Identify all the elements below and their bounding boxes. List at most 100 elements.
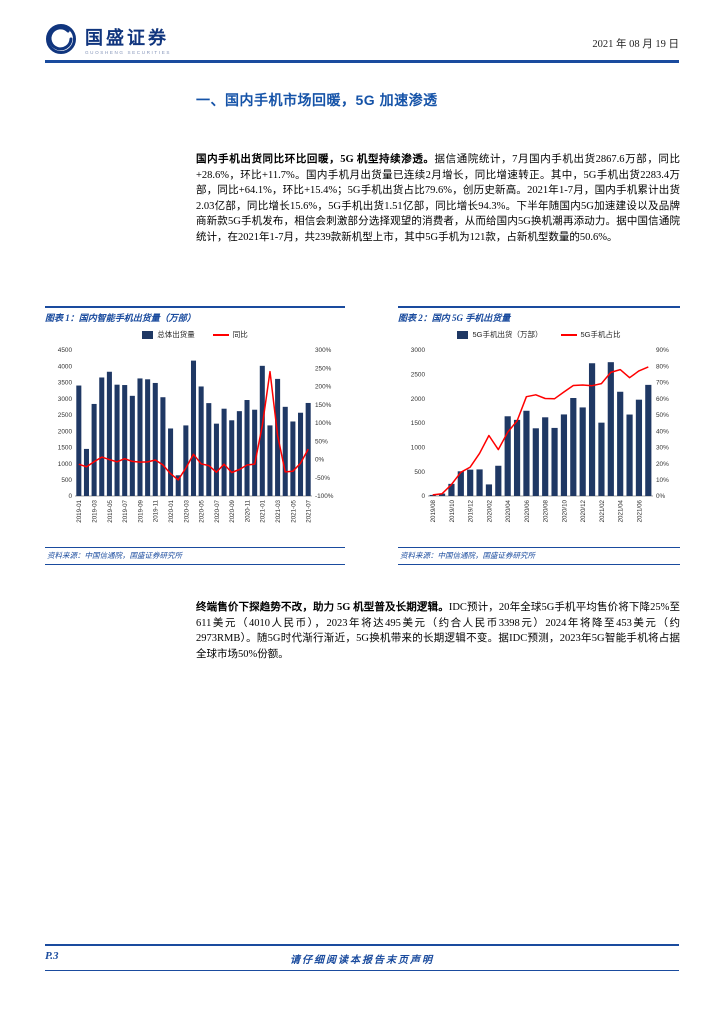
figure-1-source: 资料来源：中国信通院，国盛证券研究所: [47, 551, 182, 560]
figure-1-legend-line-label: 同比: [232, 330, 248, 339]
svg-text:2019/12: 2019/12: [468, 499, 475, 522]
paragraph-2-body: IDC预计，20年全球5G手机平均售价将下降25%至611美元（4010人民币）…: [196, 602, 680, 660]
section-title: 一、国内手机市场回暖，5G 加速渗透: [196, 92, 438, 108]
paragraph-1-lead: 国内手机出货同比环比回暖，5G 机型持续渗透。: [196, 154, 435, 165]
svg-text:300%: 300%: [315, 347, 332, 354]
svg-text:3000: 3000: [411, 347, 426, 354]
line-legend-swatch: [560, 333, 577, 336]
figure-1-legend: 总体出货量 同比: [45, 328, 345, 342]
figure-2-top-rule: [398, 306, 680, 308]
paragraph-1-body: 据信通院统计，7月国内手机出货2867.6万部，同比+28.6%，环比+11.7…: [196, 154, 681, 243]
svg-text:2019-07: 2019-07: [122, 499, 129, 522]
brand-name: 国盛证券: [85, 27, 169, 48]
svg-text:2000: 2000: [411, 395, 426, 402]
figure-2-legend-bar-label: 5G手机出货（万部）: [472, 330, 543, 339]
svg-text:2019-01: 2019-01: [76, 499, 83, 522]
svg-text:500: 500: [414, 468, 425, 475]
svg-text:50%: 50%: [315, 438, 328, 445]
brand-subtitle: GUOSHENG SECURITIES: [85, 49, 172, 55]
svg-text:3500: 3500: [58, 379, 73, 386]
svg-text:1000: 1000: [411, 444, 426, 451]
svg-text:1500: 1500: [58, 444, 73, 451]
svg-text:250%: 250%: [315, 365, 332, 372]
figure-2-source: 资料来源：中国信通院，国盛证券研究所: [400, 551, 535, 560]
svg-text:50%: 50%: [656, 412, 669, 419]
svg-text:90%: 90%: [656, 347, 669, 354]
svg-text:2019-05: 2019-05: [107, 499, 114, 522]
figure-2-caption: 图表 2：国内 5G 手机出货量: [398, 312, 511, 323]
svg-text:70%: 70%: [656, 379, 669, 386]
svg-text:1000: 1000: [58, 460, 73, 467]
page-number: P.3: [45, 950, 59, 962]
svg-text:2020-03: 2020-03: [183, 499, 190, 522]
figure-1-source-bottom-rule: [45, 564, 345, 565]
svg-text:2500: 2500: [411, 371, 426, 378]
svg-text:0%: 0%: [656, 493, 666, 500]
svg-text:2020-01: 2020-01: [168, 499, 175, 522]
figure-1-legend-bar-label: 总体出货量: [157, 330, 195, 339]
svg-text:2019-03: 2019-03: [92, 499, 99, 522]
svg-text:2020/12: 2020/12: [580, 499, 587, 522]
figure-2-legend-line-label: 5G手机占比: [580, 330, 621, 339]
svg-text:2019/10: 2019/10: [449, 499, 456, 522]
figure-1-chart: 0 500 1000 1500 2000 2500 3000 3500 4000 4500 -100…: [58, 347, 334, 523]
svg-text:4500: 4500: [58, 347, 73, 354]
svg-text:10%: 10%: [656, 476, 669, 483]
paragraph-2: 终端售价下探趋势不改，助力 5G 机型普及长期逻辑。IDC预计，20年全球5G手…: [196, 600, 680, 662]
svg-text:-100%: -100%: [315, 493, 334, 500]
svg-text:2021-07: 2021-07: [306, 499, 313, 522]
svg-text:2021-05: 2021-05: [290, 499, 297, 522]
svg-text:20%: 20%: [656, 460, 669, 467]
svg-text:2021/02: 2021/02: [599, 499, 606, 522]
paragraph-1: 国内手机出货同比环比回暖，5G 机型持续渗透。据信通院统计，7月国内手机出货28…: [196, 152, 680, 245]
svg-text:30%: 30%: [656, 444, 669, 451]
svg-text:150%: 150%: [315, 401, 332, 408]
svg-text:2020-09: 2020-09: [229, 499, 236, 522]
bar-legend-swatch: [142, 330, 154, 339]
figure-2-source-top-rule: [398, 546, 680, 548]
svg-text:0: 0: [68, 493, 72, 500]
figure-2-legend: 5G手机出货（万部） 5G手机占比: [398, 328, 680, 342]
svg-text:2019-09: 2019-09: [137, 499, 144, 522]
svg-text:4000: 4000: [58, 363, 73, 370]
figure-2-source-bottom-rule: [398, 564, 680, 565]
bar-legend-swatch: [457, 330, 469, 339]
svg-text:2020/04: 2020/04: [505, 499, 512, 522]
svg-text:2021/06: 2021/06: [636, 499, 643, 522]
svg-text:2020/10: 2020/10: [561, 499, 568, 522]
figure-1-top-rule: [45, 306, 345, 308]
svg-text:100%: 100%: [315, 420, 332, 427]
svg-text:2020/06: 2020/06: [524, 499, 531, 522]
footer-bottom-rule: [45, 970, 679, 971]
report-date: 2021 年 08 月 19 日: [592, 39, 679, 50]
paragraph-2-lead: 终端售价下探趋势不改，助力 5G 机型普及长期逻辑。: [196, 602, 449, 613]
footer-top-rule: [45, 944, 679, 946]
svg-text:2020/02: 2020/02: [486, 499, 493, 522]
svg-text:0%: 0%: [315, 456, 325, 463]
svg-text:2020/08: 2020/08: [543, 499, 550, 522]
figure-1: 图表 1：国内智能手机出货量（万部） 总体出货量 同比 0 500 1000 1500…: [45, 306, 345, 565]
svg-text:200%: 200%: [315, 383, 332, 390]
svg-text:2020-07: 2020-07: [214, 499, 221, 522]
footer-disclaimer: 请仔细阅读本报告末页声明: [290, 955, 434, 966]
header-divider: [45, 60, 679, 63]
svg-text:2019-11: 2019-11: [153, 499, 160, 522]
figure-2-chart: 0 500 1000 1500 2000 2500 3000 0% 10% 20% 30% 40% 50…: [411, 347, 669, 522]
svg-text:0: 0: [421, 493, 425, 500]
svg-text:60%: 60%: [656, 395, 669, 402]
figure-1-caption: 图表 1：国内智能手机出货量（万部）: [45, 312, 196, 323]
svg-text:2000: 2000: [58, 428, 73, 435]
svg-text:40%: 40%: [656, 428, 669, 435]
figure-2: 图表 2：国内 5G 手机出货量 5G手机出货（万部） 5G手机占比 0 500 1…: [398, 306, 680, 565]
svg-text:1500: 1500: [411, 420, 426, 427]
svg-text:2021-01: 2021-01: [260, 499, 267, 522]
svg-text:2020-05: 2020-05: [199, 499, 206, 522]
guosheng-logo-icon: [44, 22, 78, 61]
svg-text:3000: 3000: [58, 395, 73, 402]
svg-text:500: 500: [61, 476, 72, 483]
svg-text:80%: 80%: [656, 363, 669, 370]
svg-text:2021-03: 2021-03: [275, 499, 282, 522]
brand-logo: 国盛证券 GUOSHENG SECURITIES: [44, 22, 171, 61]
svg-text:-50%: -50%: [315, 474, 330, 481]
